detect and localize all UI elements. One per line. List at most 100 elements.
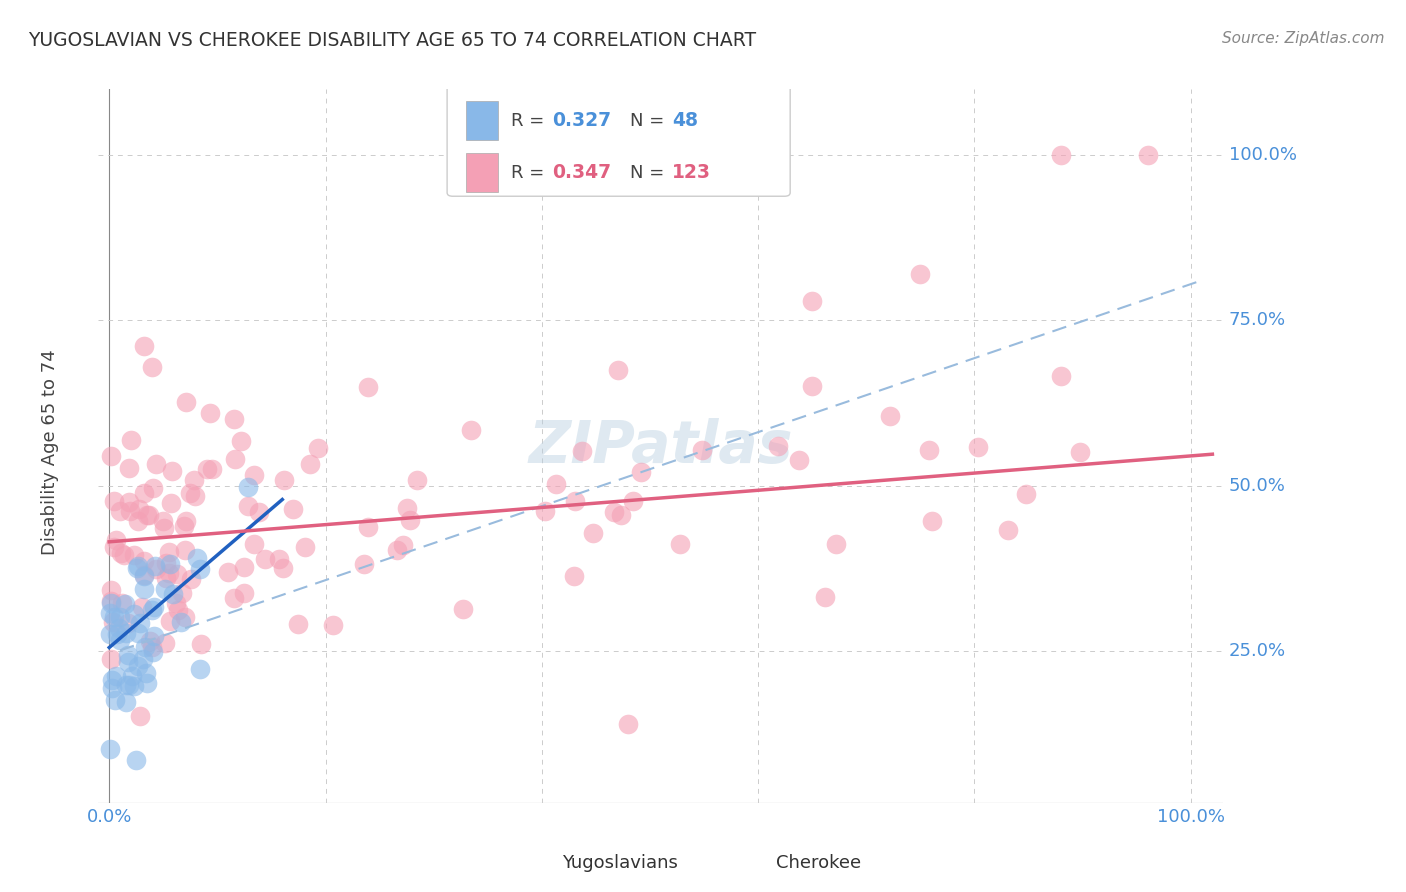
Point xyxy=(120,504,142,518)
Text: YUGOSLAVIAN VS CHEROKEE DISABILITY AGE 65 TO 74 CORRELATION CHART: YUGOSLAVIAN VS CHEROKEE DISABILITY AGE 6… xyxy=(28,31,756,50)
Point xyxy=(602,505,624,519)
Point xyxy=(217,565,239,579)
Point xyxy=(690,442,713,457)
Point xyxy=(152,514,174,528)
Point xyxy=(122,607,145,621)
Point xyxy=(155,571,177,585)
Text: R =: R = xyxy=(512,112,550,129)
Point xyxy=(132,554,155,568)
Point xyxy=(104,693,127,707)
Point xyxy=(229,434,252,449)
Point xyxy=(166,566,188,581)
Point xyxy=(299,457,322,471)
Point xyxy=(142,481,165,495)
Point xyxy=(143,599,166,614)
Point xyxy=(128,501,150,516)
Point xyxy=(918,443,941,458)
Point xyxy=(143,558,166,573)
Point xyxy=(287,616,309,631)
Point xyxy=(145,562,167,576)
Point xyxy=(132,652,155,666)
Point xyxy=(392,538,415,552)
Point xyxy=(307,441,329,455)
Point xyxy=(267,551,290,566)
FancyBboxPatch shape xyxy=(447,78,790,196)
Point xyxy=(1136,148,1159,162)
Point xyxy=(294,541,316,555)
Point xyxy=(533,503,555,517)
Point xyxy=(224,452,246,467)
Point xyxy=(128,616,150,631)
Point xyxy=(152,520,174,534)
Point xyxy=(104,533,127,548)
Text: N =: N = xyxy=(630,164,671,182)
Text: 75.0%: 75.0% xyxy=(1229,311,1285,329)
Point xyxy=(110,503,132,517)
Point xyxy=(1049,369,1071,384)
Point xyxy=(606,363,628,377)
Point xyxy=(165,596,187,610)
Point xyxy=(451,602,474,616)
Text: 100.0%: 100.0% xyxy=(1157,808,1225,826)
Point xyxy=(128,708,150,723)
Text: R =: R = xyxy=(512,164,550,182)
Text: 0.347: 0.347 xyxy=(551,163,610,182)
Point xyxy=(101,673,124,688)
Point xyxy=(101,681,124,695)
Text: 123: 123 xyxy=(672,163,711,182)
Point xyxy=(180,572,202,586)
Point xyxy=(195,462,218,476)
Text: ZIPatlas: ZIPatlas xyxy=(529,417,793,475)
Point xyxy=(582,525,605,540)
Point xyxy=(117,648,139,663)
Text: 100.0%: 100.0% xyxy=(1229,146,1296,164)
Point xyxy=(1069,444,1091,458)
Point xyxy=(127,559,149,574)
Point xyxy=(253,552,276,566)
Point xyxy=(100,596,122,610)
Text: N =: N = xyxy=(630,112,671,129)
Point xyxy=(138,508,160,522)
Point xyxy=(131,600,153,615)
Point xyxy=(385,542,408,557)
Point xyxy=(787,453,810,467)
Point xyxy=(141,603,163,617)
Point xyxy=(166,603,188,617)
Point xyxy=(125,753,148,767)
Point xyxy=(222,591,245,606)
Text: 50.0%: 50.0% xyxy=(1229,476,1285,495)
Point xyxy=(117,655,139,669)
Text: 0.327: 0.327 xyxy=(551,112,610,130)
Point xyxy=(100,594,122,608)
Point xyxy=(399,512,422,526)
Point xyxy=(103,610,125,624)
Point xyxy=(562,568,585,582)
Point xyxy=(170,615,193,629)
Point xyxy=(357,519,380,533)
Point xyxy=(997,524,1019,538)
Point xyxy=(630,465,652,479)
Point xyxy=(571,444,593,458)
Point xyxy=(179,485,201,500)
Point xyxy=(967,441,990,455)
Point xyxy=(170,585,193,599)
Point xyxy=(103,494,125,508)
Point xyxy=(610,508,633,522)
Point xyxy=(132,486,155,500)
Point xyxy=(103,540,125,554)
Point xyxy=(396,500,419,515)
Point xyxy=(136,508,159,522)
Point xyxy=(233,559,256,574)
Point xyxy=(564,494,586,508)
Point xyxy=(98,606,121,620)
Point xyxy=(801,379,824,393)
Point xyxy=(243,537,266,551)
Point xyxy=(115,678,138,692)
Point xyxy=(132,567,155,582)
Point xyxy=(183,473,205,487)
Point xyxy=(406,474,429,488)
Point xyxy=(100,450,122,464)
Point xyxy=(173,519,195,533)
Text: Yugoslavians: Yugoslavians xyxy=(562,855,678,872)
Point xyxy=(353,558,375,572)
